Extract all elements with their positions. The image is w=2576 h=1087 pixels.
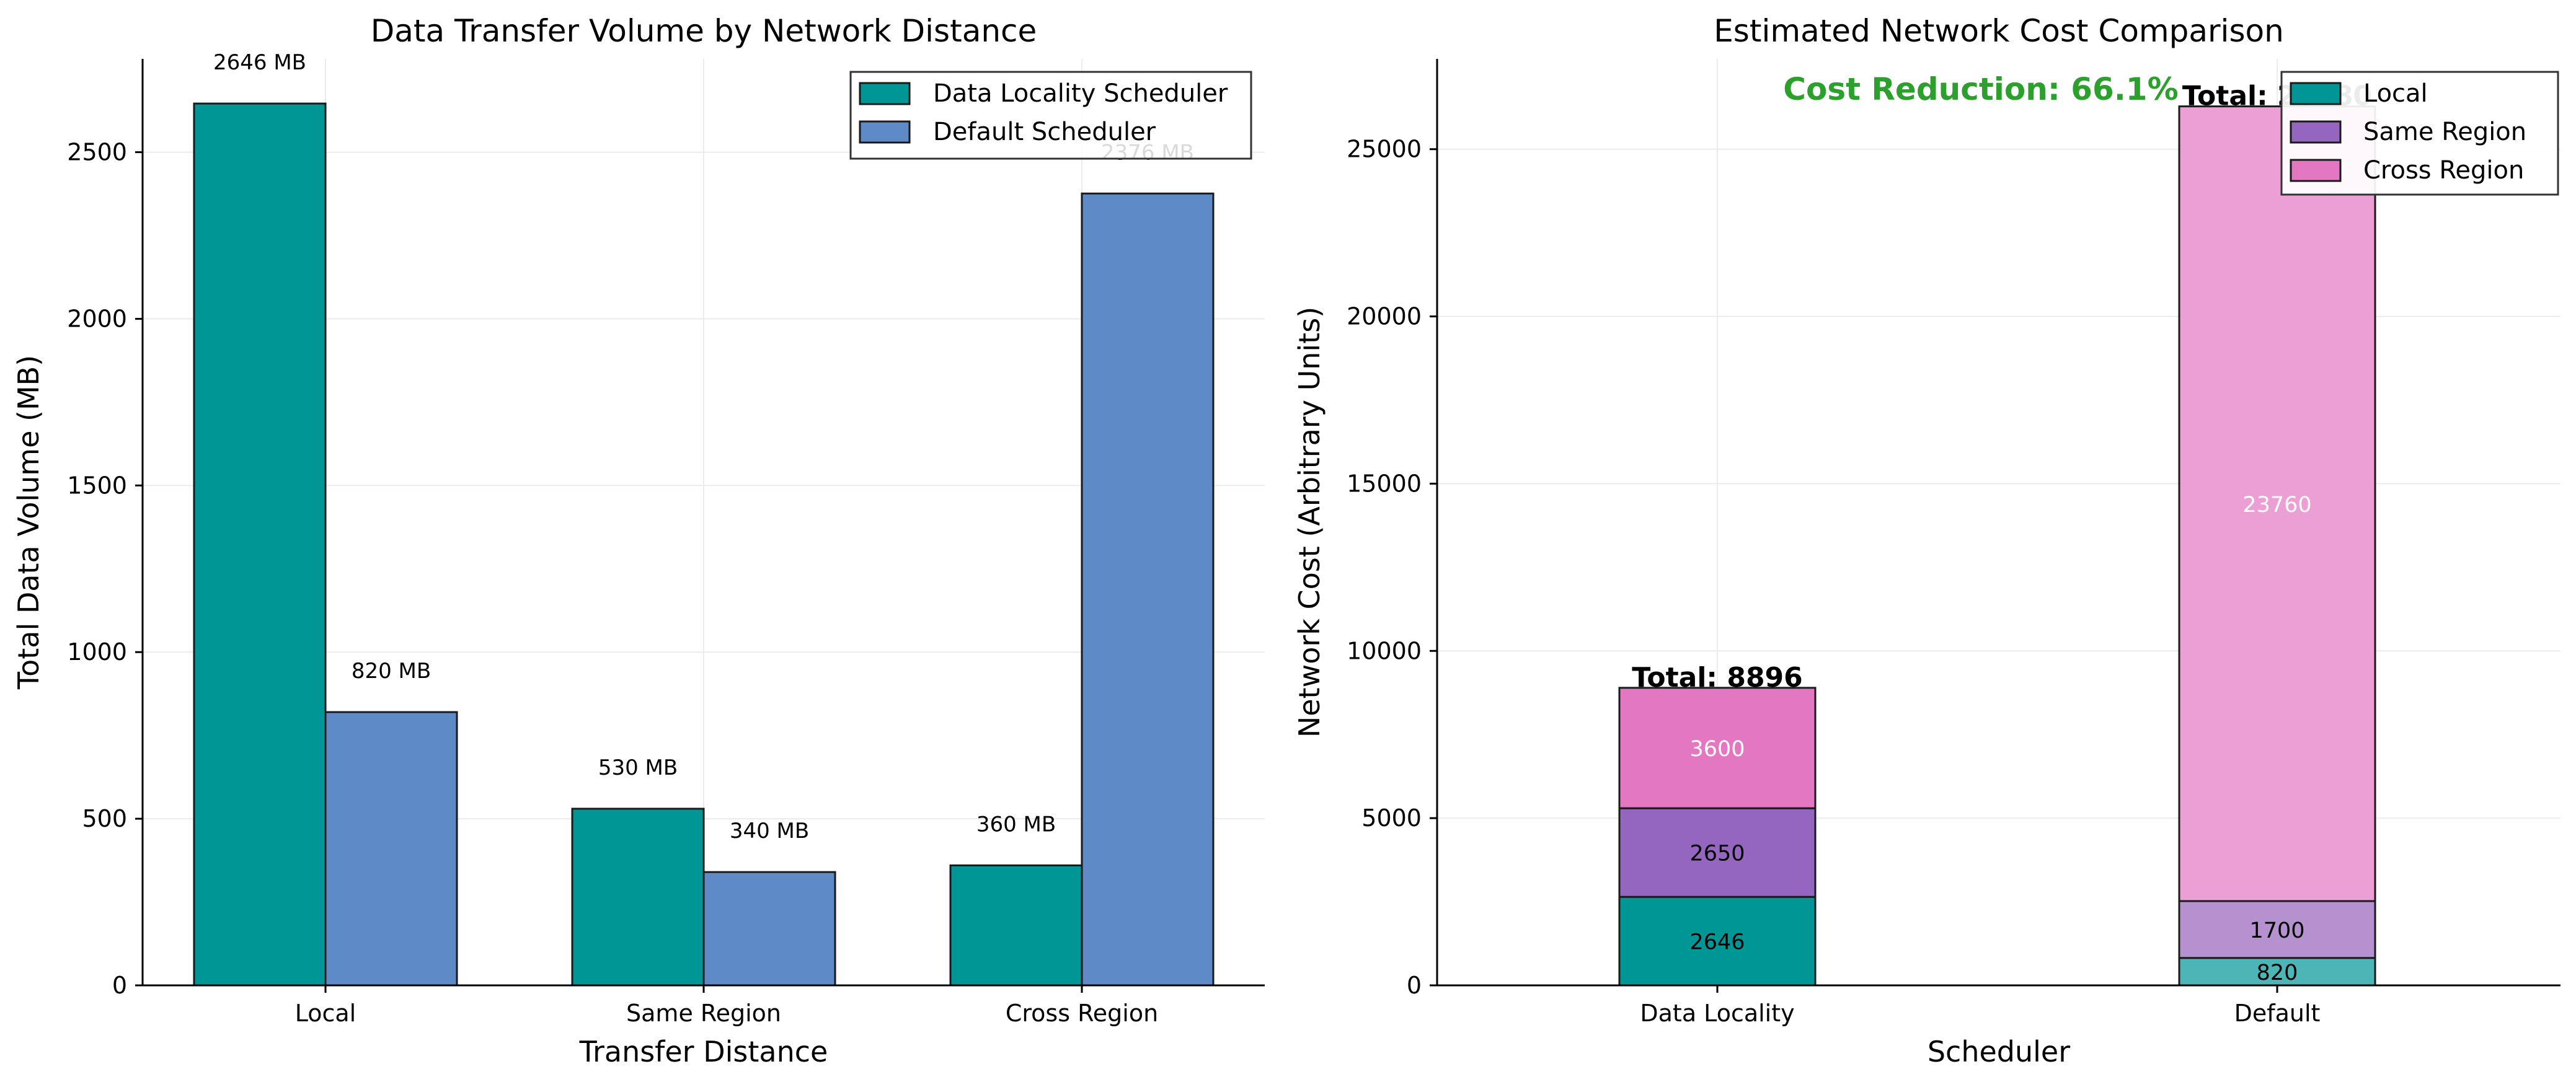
c2-ytick-label: 10000 xyxy=(1347,637,1422,664)
c1-bar-default xyxy=(702,871,836,987)
c1-bar-value-label: 530 MB xyxy=(598,755,678,780)
c1-ylabel: Total Data Volume (MB) xyxy=(12,355,45,690)
c2-segment-label: 23760 xyxy=(2242,493,2311,517)
c2-ytick-label: 0 xyxy=(1407,972,1422,999)
c1-xtick-label: Same Region xyxy=(626,1000,781,1027)
c2-ytick-label: 20000 xyxy=(1347,303,1422,330)
c2-title: Estimated Network Cost Comparison xyxy=(1714,13,2284,49)
c2-legend: Local Same Region Cross Region xyxy=(2280,71,2559,196)
c1-bar-locality xyxy=(949,864,1083,987)
c1-bar-value-label: 360 MB xyxy=(976,812,1056,837)
c2-total-label: Total: 8896 xyxy=(1632,662,1803,693)
c2-ytick-label: 25000 xyxy=(1347,136,1422,163)
c1-ytick-label: 1000 xyxy=(67,638,127,666)
c2-bar-segment-local xyxy=(1618,896,1817,987)
c2-bar-segment-same-region xyxy=(1618,807,1817,898)
c2-segment-label: 3600 xyxy=(1689,737,1745,762)
c2-segment-label: 820 xyxy=(2257,961,2298,985)
c2-legend-label: Cross Region xyxy=(2363,156,2524,185)
c2-xlabel: Scheduler xyxy=(1928,1035,2070,1068)
c2-cost-reduction-annotation: Cost Reduction: 66.1% xyxy=(1783,71,2178,107)
c1-bar-value-label: 2646 MB xyxy=(213,50,306,75)
c1-bar-value-label: 820 MB xyxy=(352,659,431,684)
c2-xtick-label: Data Locality xyxy=(1640,1000,1794,1027)
c1-ytick-label: 0 xyxy=(112,972,127,999)
c1-title: Data Transfer Volume by Network Distance xyxy=(371,13,1037,49)
c2-bar-segment-same-region xyxy=(2178,900,2376,959)
c2-legend-label: Local xyxy=(2363,79,2428,108)
c2-legend-swatch xyxy=(2290,159,2342,182)
c1-legend-label: Default Scheduler xyxy=(933,118,1156,146)
c2-bar-segment-cross-region xyxy=(2178,105,2376,902)
c1-bar-value-label: 340 MB xyxy=(730,819,809,843)
c2-legend-swatch xyxy=(2290,82,2342,105)
c1-legend-swatch xyxy=(859,120,911,144)
c1-ytick-label: 2500 xyxy=(67,139,127,166)
c2-segment-label: 2646 xyxy=(1689,930,1745,955)
c2-ylabel: Network Cost (Arbitrary Units) xyxy=(1293,307,1326,737)
c1-bar-default xyxy=(324,711,458,987)
c2-segment-label: 1700 xyxy=(2249,918,2304,943)
c1-legend: Data Locality Scheduler Default Scheduler xyxy=(849,71,1252,160)
c2-ytick-label: 5000 xyxy=(1361,804,1422,832)
c2-ytick-label: 15000 xyxy=(1347,470,1422,497)
c1-xlabel: Transfer Distance xyxy=(579,1035,828,1068)
c1-ytick-label: 2000 xyxy=(67,305,127,332)
c1-legend-swatch xyxy=(859,82,911,105)
c1-xtick-label: Cross Region xyxy=(1006,1000,1158,1027)
c1-legend-label: Data Locality Scheduler xyxy=(933,79,1228,108)
c1-ytick-label: 500 xyxy=(82,805,127,832)
c1-bar-locality xyxy=(571,808,705,987)
c2-legend-swatch xyxy=(2290,120,2342,144)
c1-ytick-label: 1500 xyxy=(67,472,127,499)
c2-legend-label: Same Region xyxy=(2363,118,2526,146)
c2-segment-label: 2650 xyxy=(1689,842,1745,866)
c1-xtick-label: Local xyxy=(295,1000,356,1027)
c1-legend-box xyxy=(849,71,1252,160)
c2-xtick-label: Default xyxy=(2234,1000,2321,1027)
c1-bar-default xyxy=(1081,192,1215,987)
c1-bar-locality xyxy=(193,102,327,987)
c2-bar-segment-cross-region xyxy=(1618,687,1817,809)
